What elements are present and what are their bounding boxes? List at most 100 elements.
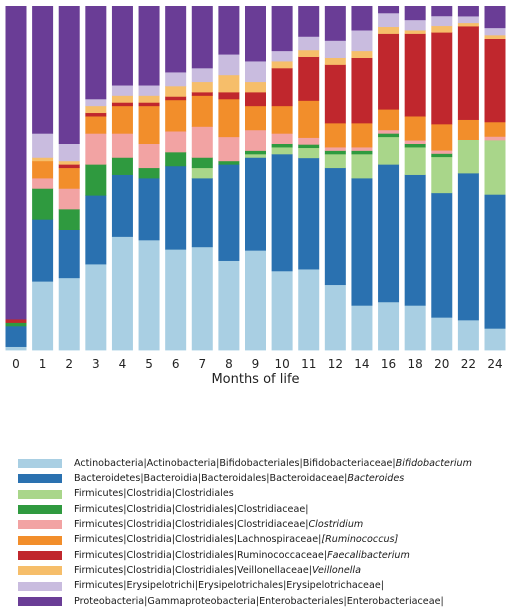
bar-stack-month-10 xyxy=(271,6,293,351)
bar-segment-month-12-series-7 xyxy=(324,57,346,65)
bar-segment-month-8-series-9 xyxy=(218,6,240,55)
bar-segment-month-11-series-9 xyxy=(298,6,320,37)
bar-segment-month-20-series-7 xyxy=(431,25,453,33)
bar-stack-month-7 xyxy=(191,6,213,351)
legend-label-taxonomy: Firmicutes|Clostridia|Clostridiales|Rumi… xyxy=(74,549,328,561)
bar-segment-month-8-series-4 xyxy=(218,136,240,162)
bar-segment-month-22-series-2 xyxy=(457,139,479,174)
bar-segment-month-12-series-2 xyxy=(324,153,346,169)
legend-label: Bacteroidetes|Bacteroidia|Bacteroidales|… xyxy=(74,474,404,484)
legend-label: Firmicutes|Clostridia|Clostridiales|Clos… xyxy=(74,504,308,515)
bar-segment-month-4-series-5 xyxy=(111,105,133,134)
bar-segment-month-16-series-6 xyxy=(378,33,400,110)
legend-entry: Actinobacteria|Actinobacteria|Bifidobact… xyxy=(18,456,510,471)
bar-stack-month-8 xyxy=(218,6,240,351)
bar-segment-month-5-series-0 xyxy=(138,239,160,351)
bar-segment-month-18-series-3 xyxy=(404,143,426,148)
bar-segment-month-11-series-5 xyxy=(298,100,320,138)
bar-segment-month-7-series-6 xyxy=(191,92,213,96)
bar-segment-month-14-series-5 xyxy=(351,122,373,148)
bar-segment-month-10-series-2 xyxy=(271,147,293,155)
bar-segment-month-5-series-7 xyxy=(138,95,160,103)
legend-label-genus: Veillonella xyxy=(312,564,361,576)
bar-segment-month-9-series-8 xyxy=(245,61,266,83)
legend-swatch xyxy=(18,459,62,469)
bar-segment-month-18-series-6 xyxy=(404,33,426,117)
bar-segment-month-22-series-0 xyxy=(457,319,479,351)
bar-segment-month-22-series-5 xyxy=(457,119,479,140)
bar-segment-month-7-series-8 xyxy=(191,67,213,83)
bar-segment-month-3-series-9 xyxy=(85,6,107,100)
bar-stack-month-4 xyxy=(111,6,133,351)
bar-segment-month-6-series-1 xyxy=(165,165,187,250)
bar-stack-month-2 xyxy=(58,6,80,351)
bar-segment-month-20-series-0 xyxy=(431,317,453,351)
bar-segment-month-3-series-1 xyxy=(85,195,107,265)
bar-segment-month-16-series-7 xyxy=(378,26,400,34)
bar-stack-month-6 xyxy=(165,6,187,351)
bar-segment-month-10-series-8 xyxy=(271,50,293,62)
stacked-bar-chart: 0 1 2 3 4 5 6 7 8 9 10 11 12 14 16 18 20 22 24 Months of l… xyxy=(5,6,506,387)
bar-segment-month-6-series-8 xyxy=(165,72,187,87)
bar-stack-month-12 xyxy=(324,6,346,351)
legend-entry: Firmicutes|Clostridia|Clostridiales|Veil… xyxy=(18,563,510,578)
bar-segment-month-4-series-3 xyxy=(111,157,133,175)
bar-segment-month-7-series-2 xyxy=(191,167,213,179)
bar-segment-month-10-series-1 xyxy=(271,153,293,272)
bar-segment-month-6-series-3 xyxy=(165,151,187,167)
bar-segment-month-16-series-0 xyxy=(378,301,400,351)
bar-stack-month-22 xyxy=(457,6,479,351)
bar-segment-month-9-series-5 xyxy=(245,105,266,131)
bar-segment-month-6-series-0 xyxy=(165,249,187,351)
legend-swatch xyxy=(18,550,62,560)
bar-segment-month-1-series-4 xyxy=(32,178,54,189)
bar-segment-month-12-series-9 xyxy=(324,6,346,41)
bar-segment-month-18-series-9 xyxy=(404,6,426,21)
bar-segment-month-5-series-1 xyxy=(138,178,160,241)
x-axis-title: Months of life xyxy=(211,372,299,387)
bar-segment-month-18-series-7 xyxy=(404,30,426,34)
bar-segment-month-2-series-6 xyxy=(58,164,80,169)
legend-label-taxonomy: Firmicutes|Erysipelotrichi|Erysipelotric… xyxy=(74,580,384,592)
bar-segment-month-2-series-4 xyxy=(58,188,80,210)
bar-segment-month-0-series-6 xyxy=(5,319,27,323)
bar-segment-month-24-series-9 xyxy=(484,6,506,29)
x-tick-label: 4 xyxy=(119,357,127,371)
bar-segment-month-12-series-6 xyxy=(324,64,346,124)
bar-segment-month-0-series-1 xyxy=(5,325,27,347)
bar-segment-month-2-series-9 xyxy=(58,6,80,144)
legend: Actinobacteria|Actinobacteria|Bifidobact… xyxy=(18,456,510,609)
bar-segment-month-6-series-7 xyxy=(165,85,187,97)
bar-segment-month-1-series-5 xyxy=(32,160,54,179)
legend-label-taxonomy: Firmicutes|Clostridia|Clostridiales xyxy=(74,488,234,500)
bar-segment-month-9-series-2 xyxy=(245,153,266,158)
legend-label-taxonomy: Firmicutes|Clostridia|Clostridiales|Clos… xyxy=(74,519,309,531)
bar-segment-month-18-series-1 xyxy=(404,174,426,306)
bar-segment-month-6-series-5 xyxy=(165,99,187,132)
bar-segment-month-11-series-6 xyxy=(298,56,320,101)
bar-stack-month-9 xyxy=(245,6,266,351)
x-tick-label: 11 xyxy=(301,357,316,371)
bar-segment-month-7-series-7 xyxy=(191,81,213,93)
legend-label-taxonomy: Firmicutes|Clostridia|Clostridiales|Lach… xyxy=(74,534,322,546)
bar-stack-month-1 xyxy=(32,6,54,351)
bar-segment-month-14-series-8 xyxy=(351,30,373,52)
bar-segment-month-3-series-7 xyxy=(85,105,107,114)
bar-stack-month-20 xyxy=(431,6,453,351)
bars-layer xyxy=(5,6,506,351)
legend-entry: Firmicutes|Clostridia|Clostridiales|Clos… xyxy=(18,517,510,532)
legend-label: Firmicutes|Clostridia|Clostridiales|Veil… xyxy=(74,566,361,576)
bar-segment-month-5-series-8 xyxy=(138,85,160,96)
bar-segment-month-10-series-0 xyxy=(271,270,293,351)
bar-segment-month-14-series-3 xyxy=(351,150,373,155)
bar-segment-month-5-series-4 xyxy=(138,143,160,169)
bar-segment-month-12-series-8 xyxy=(324,40,346,58)
legend-swatch xyxy=(18,566,62,576)
bar-stack-month-24 xyxy=(484,6,506,351)
x-tick-label: 10 xyxy=(274,357,289,371)
legend-label-genus: Clostridium xyxy=(308,519,364,531)
bar-stack-month-16 xyxy=(378,6,400,351)
bar-segment-month-4-series-6 xyxy=(111,102,133,107)
bar-segment-month-9-series-9 xyxy=(245,6,266,62)
bar-segment-month-0-series-9 xyxy=(5,6,27,320)
